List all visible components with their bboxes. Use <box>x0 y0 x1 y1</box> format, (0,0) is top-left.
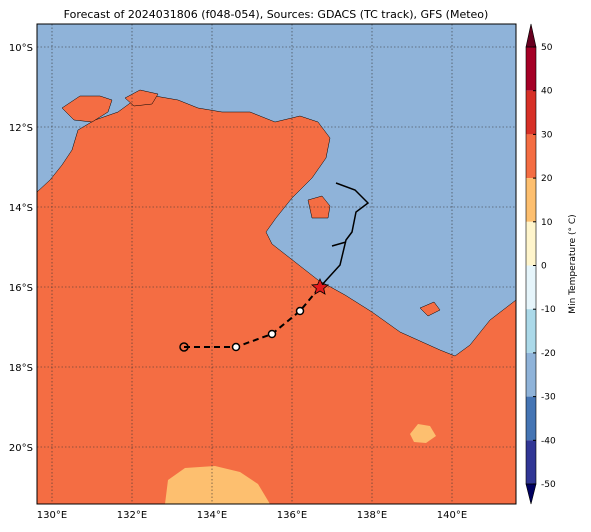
island <box>307 195 331 219</box>
colorbar-tick-label: -10 <box>541 305 556 315</box>
colorbar-tick-label: 10 <box>541 218 553 228</box>
colorbar-tick-label: 50 <box>541 43 553 53</box>
colorbar-extend <box>525 483 537 505</box>
colorbar-tick-label: 30 <box>541 130 553 140</box>
lon-label: 134°E <box>197 510 227 521</box>
colorbar-segment <box>526 47 536 91</box>
track-point <box>295 306 305 316</box>
island <box>419 301 441 317</box>
map-frame <box>36 23 517 505</box>
colorbar-tick-label: -50 <box>541 480 556 490</box>
sand-area <box>165 466 270 504</box>
colorbar-tick-label: -30 <box>541 393 556 403</box>
colorbar-segment <box>526 352 536 397</box>
forecast-track <box>331 241 347 247</box>
colorbar-segment <box>526 221 536 266</box>
lat-label: 20°S <box>9 443 33 454</box>
colorbar-segment <box>526 309 536 353</box>
colorbar-segment <box>526 178 536 222</box>
colorbar-tick-label: 0 <box>541 262 547 272</box>
track-point <box>179 342 189 352</box>
colorbar-segment <box>526 90 536 135</box>
colorbar-segment <box>526 265 536 310</box>
colorbar-tick-label: -20 <box>541 349 556 359</box>
lon-label: 140°E <box>437 510 467 521</box>
lat-label: 10°S <box>9 43 33 54</box>
lon-label: 138°E <box>357 510 387 521</box>
lat-label: 14°S <box>9 203 33 214</box>
lat-label: 18°S <box>9 363 33 374</box>
lat-label: 16°S <box>9 283 33 294</box>
colorbar: 50 40 30 20 10 0 -10 -20 -30 -40 -50 <box>525 23 556 505</box>
lon-label: 136°E <box>277 510 307 521</box>
lat-label: 12°S <box>9 123 33 134</box>
forecast-track <box>319 182 370 288</box>
map <box>37 24 516 504</box>
lon-label: 130°E <box>37 510 67 521</box>
sand-area <box>410 424 436 443</box>
colorbar-segment <box>526 134 536 179</box>
colorbar-tick-label: 40 <box>541 87 553 97</box>
colorbar-label: Min Temperature (° C) <box>568 214 578 313</box>
title: Forecast of 2024031806 (f048-054), Sourc… <box>64 8 489 21</box>
colorbar-tick-label: 20 <box>541 174 553 184</box>
track-point <box>231 342 241 352</box>
lon-label: 132°E <box>117 510 147 521</box>
colorbar-segment <box>526 440 536 484</box>
colorbar-segment <box>526 396 536 441</box>
island <box>124 89 159 107</box>
current-position <box>311 277 329 295</box>
colorbar-tick-label: -40 <box>541 436 556 446</box>
track-point <box>267 329 277 339</box>
island <box>61 95 113 123</box>
colorbar-extend <box>525 23 537 48</box>
